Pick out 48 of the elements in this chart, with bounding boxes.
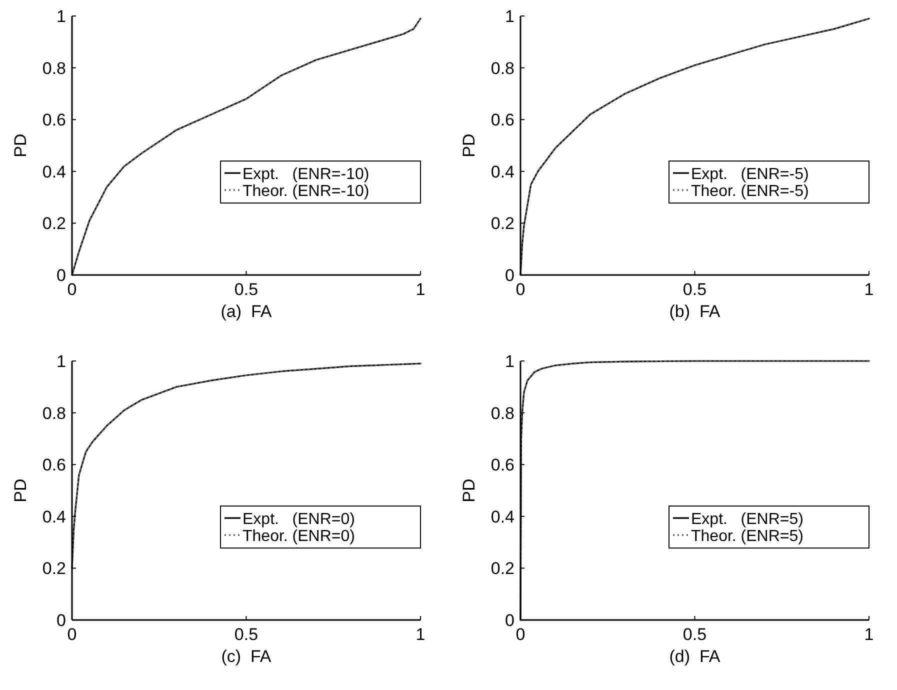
y-tick-label: 1 <box>56 7 66 26</box>
y-tick-label: 0.6 <box>42 110 66 130</box>
x-tick-label: 1 <box>416 280 426 299</box>
x-axis-title: (a) FA <box>220 302 272 321</box>
y-tick-label: 0 <box>505 611 514 630</box>
y-tick-label: 0.8 <box>490 58 514 78</box>
y-axis-title: PD <box>11 478 30 502</box>
y-tick-label: 0.2 <box>490 214 514 234</box>
y-tick-label: 0 <box>56 611 66 630</box>
legend-label: Expt. (ENR=5) <box>691 511 804 528</box>
x-tick-label: 0.5 <box>682 625 707 644</box>
x-tick-label: 1 <box>864 625 874 644</box>
legend-label: Theor. (ENR=5) <box>691 528 804 546</box>
x-tick-label: 0.5 <box>234 280 258 299</box>
y-tick-label: 0.2 <box>42 214 66 234</box>
y-tick-label: 0 <box>56 266 66 285</box>
y-tick-label: 0.2 <box>42 559 66 578</box>
y-tick-label: 0.8 <box>42 404 66 423</box>
x-axis-title: (b) FA <box>669 302 721 321</box>
y-tick-label: 0.4 <box>490 162 514 182</box>
y-axis-title: PD <box>460 478 478 502</box>
x-tick-label: 1 <box>864 280 874 299</box>
y-tick-label: 0.2 <box>490 559 514 578</box>
x-tick-label: 0.5 <box>234 625 258 644</box>
y-tick-label: 1 <box>505 7 514 26</box>
y-axis-title: PD <box>11 134 30 158</box>
x-axis-title: (c) FA <box>221 647 272 666</box>
y-tick-label: 0.4 <box>42 507 66 526</box>
legend-label: Expt. (ENR=-10) <box>242 166 370 184</box>
y-axis-title: PD <box>460 134 478 158</box>
legend-label: Theor. (ENR=-5) <box>691 183 809 200</box>
x-tick-label: 0.5 <box>682 280 707 299</box>
y-tick-label: 0.6 <box>490 456 514 475</box>
y-tick-label: 0.6 <box>42 456 66 475</box>
y-tick-label: 0.4 <box>490 507 514 526</box>
x-tick-label: 1 <box>416 625 426 644</box>
legend-label: Theor. (ENR=0) <box>242 528 355 546</box>
x-axis-title: (d) FA <box>669 647 721 666</box>
legend-label: Theor. (ENR=-10) <box>242 183 370 200</box>
y-tick-label: 1 <box>56 352 66 371</box>
y-tick-label: 0 <box>505 266 514 285</box>
legend-label: Expt. (ENR=-5) <box>691 166 809 184</box>
y-tick-label: 0.8 <box>490 404 514 423</box>
legend-label: Expt. (ENR=0) <box>242 511 355 528</box>
y-tick-label: 1 <box>505 352 514 371</box>
y-tick-label: 0.6 <box>490 110 514 130</box>
y-tick-label: 0.8 <box>42 58 66 78</box>
y-tick-label: 0.4 <box>42 162 66 182</box>
